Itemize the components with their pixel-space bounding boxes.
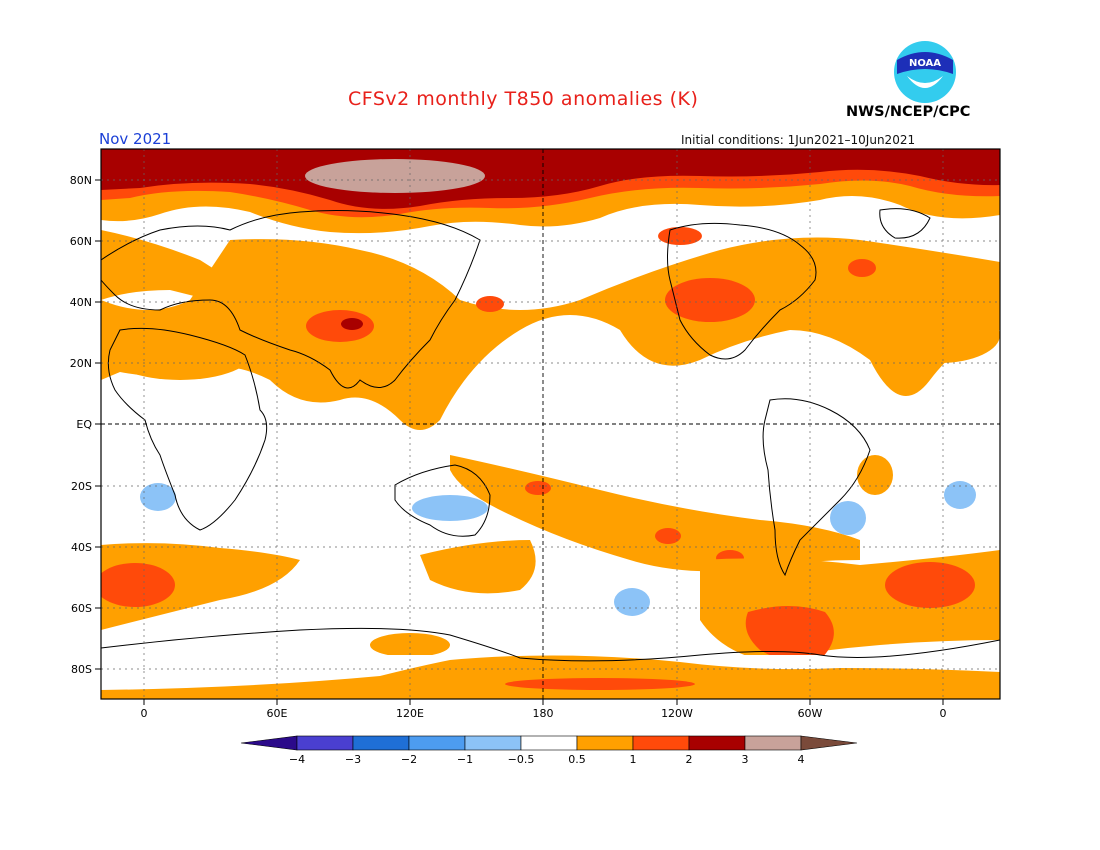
colorbar: [240, 735, 858, 751]
anomaly-region-antarctica-neutral: [101, 655, 1000, 699]
anomaly-region-south-atlantic-east-spot: [885, 562, 975, 608]
colorbar-swatch: [296, 735, 354, 751]
colorbar-swatch: [688, 735, 746, 751]
lon-label: 0: [940, 707, 947, 720]
anomaly-region-spcz-spot: [525, 481, 551, 495]
lat-label: 60N: [70, 235, 92, 248]
agency-label: NWS/NCEP/CPC: [846, 104, 971, 120]
colorbar-labels: −4 −3 −2 −1 −0.5 0.5 1 2 3 4: [289, 753, 805, 766]
colorbar-label: 0.5: [568, 753, 586, 766]
colorbar-swatch: [576, 735, 634, 751]
anomaly-region-arctic-red: [101, 149, 1000, 218]
anomaly-region-tibet: [306, 310, 374, 342]
anomaly-region-tibet-max: [341, 318, 363, 330]
colorbar-label: −0.5: [508, 753, 535, 766]
lon-label: 120W: [661, 707, 693, 720]
chart-title: CFSv2 monthly T850 anomalies (K): [348, 88, 699, 110]
colorbar-label: −3: [345, 753, 361, 766]
map-graticule: [101, 149, 1000, 699]
anomaly-region-spcz-spot-2: [655, 528, 681, 544]
colorbar-label: −2: [401, 753, 417, 766]
anomaly-region-antarctica-orange: [101, 655, 1000, 699]
anomaly-region-arctic-darkred: [101, 149, 1000, 209]
lon-label: 60W: [798, 707, 823, 720]
anomaly-field: [101, 149, 1000, 699]
colorbar-swatch: [632, 735, 690, 751]
anomaly-region-antarctic-peninsula: [745, 606, 834, 663]
lat-label: 20S: [71, 480, 92, 493]
lat-label: 20N: [70, 357, 92, 370]
reference-lines: [101, 149, 1000, 699]
colorbar-label: −1: [457, 753, 473, 766]
anomaly-region-sahara: [105, 320, 255, 380]
lat-label: 80S: [71, 663, 92, 676]
anomaly-region-atlantic-spot: [848, 259, 876, 277]
lat-label: EQ: [76, 418, 92, 431]
colorbar-swatch: [744, 735, 802, 751]
colorbar-swatch: [352, 735, 410, 751]
coastlines: [101, 208, 1000, 662]
colorbar-arrow-low: [240, 735, 298, 751]
colorbar-label: 1: [630, 753, 637, 766]
initial-conditions-label: Initial conditions: 1Jun2021–10Jun2021: [681, 133, 916, 147]
anomaly-region-spcz: [450, 455, 860, 572]
colorbar-label: 4: [798, 753, 805, 766]
anomaly-region-south-edge: [101, 690, 1000, 699]
svg-text:NOAA: NOAA: [909, 58, 941, 69]
anomaly-region-antarctic-spot: [370, 633, 450, 657]
map-frame: [100, 148, 1001, 700]
lat-label: 40S: [71, 541, 92, 554]
lon-label: 120E: [396, 707, 424, 720]
anomaly-region-siberia-max: [305, 159, 485, 193]
anomaly-region-brazil: [857, 455, 893, 495]
anomaly-region-canada-spot: [658, 227, 702, 245]
anomaly-region-npac-spot: [476, 296, 504, 312]
anomaly-region-west-atlantic-negative: [944, 481, 976, 509]
lon-label: 0: [141, 707, 148, 720]
colorbar-arrow-high: [800, 735, 858, 751]
lat-label: 80N: [70, 174, 92, 187]
forecast-month-label: Nov 2021: [99, 130, 172, 148]
anomaly-region-north-america: [665, 278, 755, 322]
anomaly-region-south-atlantic-west: [101, 543, 300, 630]
anomaly-region-spcz-spot-3: [716, 550, 744, 566]
colorbar-swatch: [408, 735, 466, 751]
lat-label: 60S: [71, 602, 92, 615]
anomaly-region-south-atlantic-spot: [101, 563, 175, 607]
lat-labels: 80N 60N 40N 20N EQ 20S 40S 60S 80S: [70, 174, 93, 676]
colorbar-label: −4: [289, 753, 305, 766]
anomaly-region-arctic-orange: [101, 149, 1000, 234]
lon-labels: 0 60E 120E 180 120W 60W 0: [141, 707, 947, 720]
anomaly-region-east-atlantic: [880, 307, 1000, 363]
colorbar-swatch: [520, 735, 578, 751]
anomaly-region-southern-ocean-east: [700, 550, 1000, 660]
colorbar-label: 2: [686, 753, 693, 766]
lon-label: 60E: [267, 707, 288, 720]
lat-label: 40N: [70, 296, 92, 309]
lon-label: 180: [533, 707, 554, 720]
colorbar-label: 3: [742, 753, 749, 766]
anomaly-region-south-indian: [420, 540, 536, 594]
axis-ticks: [95, 179, 944, 705]
anomaly-region-australia-negative: [412, 495, 488, 521]
anomaly-region-south-pacific-negative: [614, 588, 650, 616]
anomaly-region-angola-negative: [140, 483, 176, 511]
anomaly-region-south-atlantic-negative: [830, 501, 866, 535]
anomaly-region-ross-sea: [505, 678, 695, 690]
anomaly-region-europe: [101, 230, 260, 310]
noaa-logo-icon: NOAA: [894, 41, 956, 103]
colorbar-swatch: [464, 735, 522, 751]
anomaly-region-northern-midlat: [101, 237, 1000, 430]
